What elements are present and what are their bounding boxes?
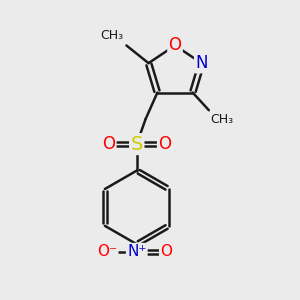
Text: O: O [169,37,182,55]
Text: N: N [195,54,208,72]
Text: N⁺: N⁺ [127,244,146,259]
Text: CH₃: CH₃ [210,113,233,126]
Text: O: O [102,135,115,153]
Text: O: O [158,135,171,153]
Text: CH₃: CH₃ [100,29,124,42]
Text: O⁻: O⁻ [97,244,117,259]
Text: O: O [160,244,172,259]
Text: S: S [130,135,143,154]
